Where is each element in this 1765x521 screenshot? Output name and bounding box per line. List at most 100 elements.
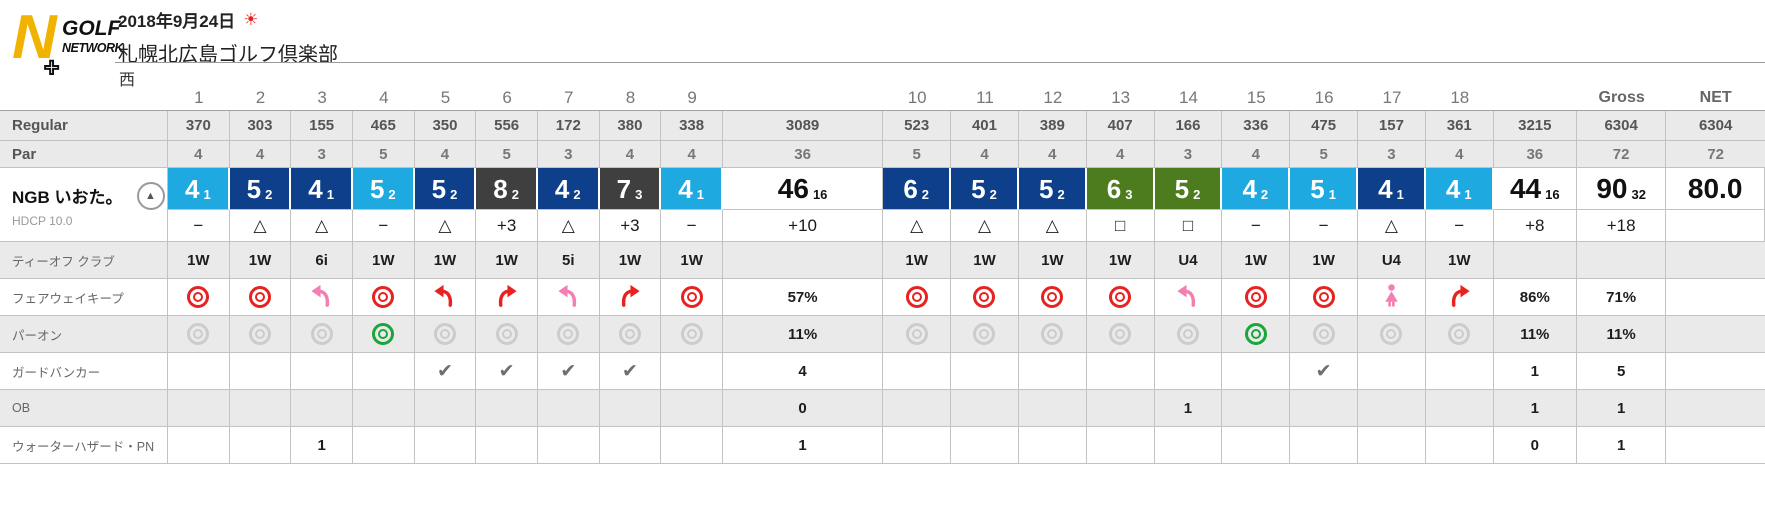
- putt-count: 16: [1545, 187, 1560, 202]
- tee-cell: 1W: [414, 242, 477, 279]
- regular-cell: 3215: [1493, 111, 1577, 141]
- fairway-cell: [291, 279, 353, 316]
- score-cell: 80.0: [1666, 168, 1765, 210]
- paron-cell: [1666, 316, 1765, 353]
- result-symbol-cell: −: [1222, 210, 1291, 242]
- result-symbol-cell: △: [951, 210, 1019, 242]
- par-row: Par 4 4 3 5 4 5 3 4 4 36 5 4 4 4 3 4 5 3 4 36 72 72: [0, 141, 1765, 168]
- fairway-cell: [414, 279, 477, 316]
- player-name-row: NGB いおた。 ▲: [12, 181, 165, 210]
- hole-header-1: 1: [168, 85, 230, 110]
- putt-count: 1: [1328, 187, 1336, 202]
- bunker-cell: [951, 353, 1019, 390]
- check-icon: ✔: [498, 360, 515, 382]
- result-symbol-cell: −: [1290, 210, 1359, 242]
- ob-cell: [1666, 390, 1765, 427]
- check-icon: ✔: [560, 360, 577, 382]
- par-cell: 4: [1222, 141, 1291, 168]
- result-symbol-cell: △: [229, 210, 292, 242]
- tee-cell: 1W: [1018, 242, 1087, 279]
- bunker-cell: [883, 353, 952, 390]
- ob-cell: [1290, 390, 1359, 427]
- regular-cell: 303: [229, 111, 292, 141]
- score-value: 4: [1378, 173, 1393, 204]
- miss-arrow-left-pink-icon: [1175, 283, 1200, 312]
- target-red-icon: [1312, 286, 1335, 308]
- hole-header-7: 7: [537, 85, 600, 110]
- paron-cell: [883, 316, 952, 353]
- par-cell: 36: [1493, 141, 1577, 168]
- header-divider: [115, 62, 1765, 63]
- ob-cell: [599, 390, 662, 427]
- round-info: 2018年9月24日 ☀ 札幌北広島ゴルフ倶楽部: [118, 0, 1765, 67]
- corner-cell: [0, 85, 168, 110]
- result-symbol-cell: □: [1154, 210, 1223, 242]
- hole-header-18: 18: [1425, 85, 1494, 110]
- water-cell: [883, 427, 952, 464]
- bunker-cell: [229, 353, 292, 390]
- par-cell: 3: [1358, 141, 1426, 168]
- tee-row-label: ティーオフ クラブ: [0, 242, 168, 279]
- score-cell: 46 16: [722, 168, 884, 210]
- hole-header-16: 16: [1290, 85, 1359, 110]
- player-name: NGB いおた。: [12, 188, 123, 207]
- water-cell: [1222, 427, 1291, 464]
- target-red-icon: [1109, 286, 1132, 308]
- paron-cell: [229, 316, 292, 353]
- regular-row: Regular 370 303 155 465 350 556 172 380 338 3089 52…: [0, 110, 1765, 141]
- weather-sun-icon: ☀: [243, 9, 259, 29]
- ob-cell: [883, 390, 952, 427]
- regular-cell: 6304: [1666, 111, 1765, 141]
- regular-row-label: Regular: [0, 111, 168, 141]
- water-cell: [537, 427, 600, 464]
- paron-cell: [599, 316, 662, 353]
- fairway-row: フェアウェイキープ 57% 86% 71%: [0, 279, 1765, 316]
- ob-cell: 1: [1154, 390, 1223, 427]
- target-gray-icon: [1312, 323, 1335, 345]
- result-symbol-cell: △: [883, 210, 952, 242]
- score-value: 5: [1038, 173, 1054, 204]
- putt-count: 3: [635, 187, 643, 202]
- tee-cell: 1W: [168, 242, 230, 279]
- player-label-cell: NGB いおた。 ▲ HDCP 10.0: [0, 168, 168, 242]
- miss-arrow-right-red-icon: [494, 283, 519, 312]
- result-symbol-cell: △: [1018, 210, 1087, 242]
- score-value: 4: [678, 173, 693, 204]
- target-gray-icon: [557, 323, 580, 345]
- ob-cell: [1018, 390, 1087, 427]
- hole-header-9: 9: [661, 85, 723, 110]
- target-gray-icon: [1380, 323, 1403, 345]
- ob-cell: [951, 390, 1019, 427]
- ob-cell: [1358, 390, 1426, 427]
- score-value: 44: [1509, 172, 1542, 204]
- target-green-icon: [1244, 323, 1267, 345]
- fairway-cell: [599, 279, 662, 316]
- target-green-icon: [372, 323, 395, 345]
- ob-cell: 0: [722, 390, 884, 427]
- par-cell: 4: [661, 141, 723, 168]
- water-cell: [599, 427, 662, 464]
- target-red-icon: [680, 286, 703, 308]
- fairway-cell: [1290, 279, 1359, 316]
- putt-count: 2: [989, 187, 997, 202]
- putt-count: 2: [388, 187, 396, 202]
- result-symbol-cell: −: [352, 210, 415, 242]
- score-value: 5: [1174, 173, 1190, 204]
- putt-count: 2: [573, 187, 581, 202]
- page-header: N + GOLF NETWORK 2018年9月24日 ☀ 札幌北広島ゴルフ倶楽…: [0, 0, 1765, 89]
- triangle-up-icon: ▲: [145, 189, 156, 202]
- player-collapse-toggle[interactable]: ▲: [136, 181, 165, 210]
- putt-count: 16: [812, 187, 828, 202]
- paron-row: パーオン 11% 11% 11%: [0, 316, 1765, 353]
- par-cell: 72: [1576, 141, 1667, 168]
- target-red-icon: [372, 286, 395, 308]
- par-cell: 5: [1290, 141, 1359, 168]
- target-gray-icon: [1041, 323, 1064, 345]
- logo-mark-icon: N: [12, 3, 57, 72]
